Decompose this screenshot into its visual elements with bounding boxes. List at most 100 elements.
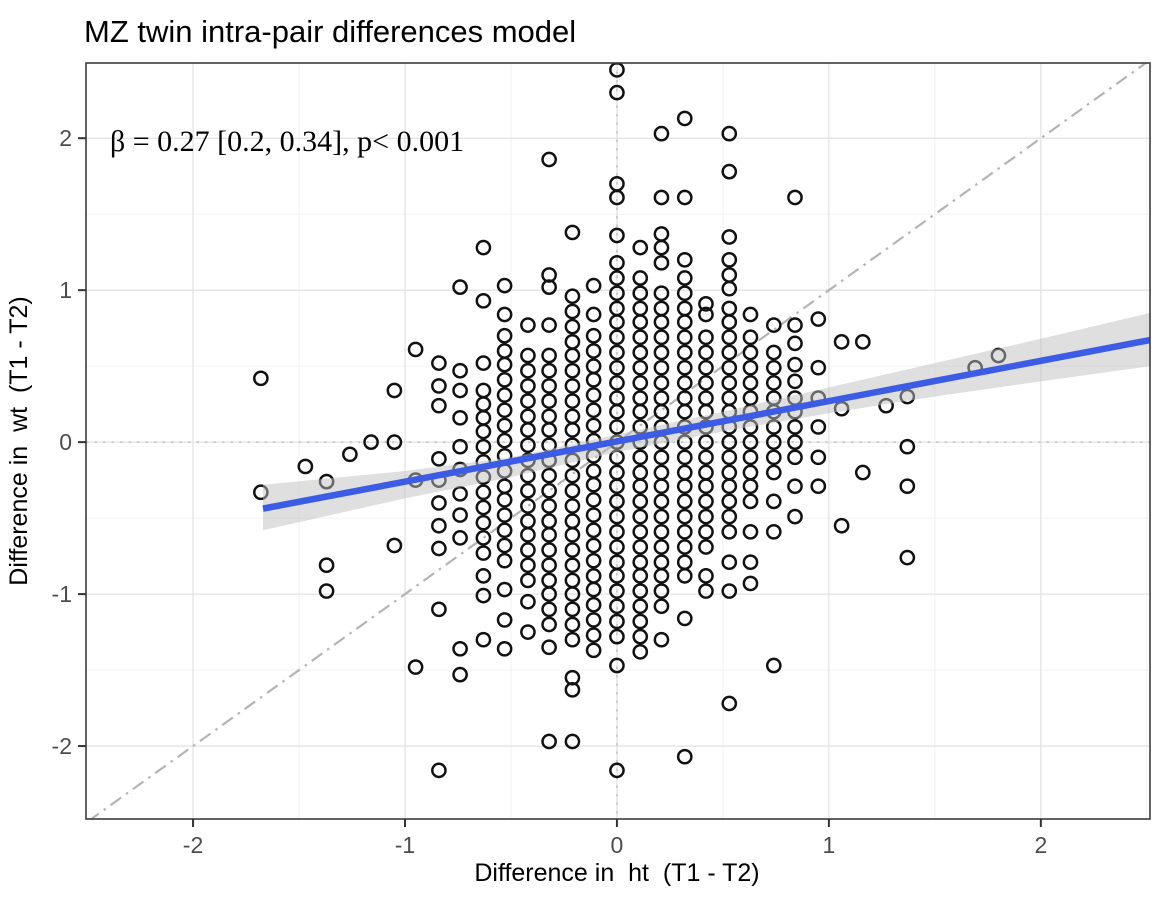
data-point — [541, 542, 557, 558]
data-point — [765, 657, 782, 674]
data-point — [564, 224, 581, 241]
data-point — [541, 467, 557, 484]
data-point — [386, 382, 403, 399]
data-point — [496, 552, 513, 569]
data-point — [585, 387, 602, 403]
y-tick-label: 2 — [59, 125, 72, 151]
data-point — [698, 539, 714, 555]
data-point — [609, 523, 625, 540]
data-point — [541, 393, 557, 409]
data-point — [564, 362, 581, 379]
data-point — [698, 296, 714, 312]
data-point — [541, 482, 557, 499]
data-point — [653, 523, 670, 540]
data-point — [765, 359, 782, 376]
data-point — [564, 733, 581, 750]
data-point — [810, 478, 827, 495]
data-point — [564, 482, 581, 499]
data-point — [765, 375, 782, 391]
data-point — [676, 359, 693, 376]
data-point — [541, 639, 557, 656]
data-point — [632, 523, 649, 540]
data-point — [698, 344, 714, 361]
data-point — [475, 514, 492, 531]
data-point — [475, 631, 492, 648]
data-point — [676, 189, 693, 206]
data-point — [452, 640, 468, 657]
data-point — [787, 373, 803, 390]
y-tick-label: -1 — [52, 581, 72, 607]
reference-lines-group — [86, 63, 1150, 819]
data-point — [585, 306, 602, 323]
data-point — [787, 478, 803, 495]
data-point — [452, 279, 468, 295]
data-point — [520, 572, 536, 589]
data-point — [676, 251, 693, 268]
x-tick-label: -1 — [395, 832, 415, 858]
data-point — [676, 508, 693, 525]
data-point — [564, 586, 581, 602]
data-point — [564, 557, 581, 574]
data-point — [585, 476, 602, 493]
data-point — [564, 422, 581, 438]
data-point — [520, 317, 536, 333]
data-point — [496, 417, 513, 434]
data-point — [452, 362, 468, 379]
data-point — [431, 540, 447, 557]
data-point — [520, 498, 536, 514]
data-point — [653, 375, 670, 391]
scatter-points-group — [253, 63, 1007, 779]
data-point — [541, 616, 557, 633]
data-point — [653, 493, 670, 510]
data-point — [541, 347, 557, 364]
data-point — [721, 359, 738, 376]
data-point — [698, 478, 714, 495]
data-point — [676, 568, 693, 584]
data-point — [585, 371, 602, 388]
data-point — [585, 522, 602, 539]
data-point — [496, 402, 513, 419]
data-point — [742, 434, 759, 450]
data-point — [407, 659, 424, 675]
data-point — [698, 375, 714, 391]
data-point — [632, 493, 649, 510]
data-point — [653, 359, 670, 376]
data-point — [564, 616, 581, 633]
data-point — [632, 539, 649, 555]
data-point — [609, 568, 625, 584]
data-point — [564, 498, 581, 514]
data-point — [854, 464, 871, 481]
data-point — [541, 733, 557, 750]
data-point — [698, 583, 714, 599]
data-point — [676, 610, 693, 627]
regression-smooth-group — [262, 312, 1150, 531]
data-point — [721, 280, 738, 297]
data-point — [475, 292, 492, 309]
data-point — [585, 612, 602, 628]
y-axis-title: Difference in wt (T1 - T2) — [5, 296, 33, 585]
data-point — [520, 557, 536, 574]
data-point — [721, 478, 738, 495]
data-point — [585, 492, 602, 508]
y-tick-label: -2 — [52, 733, 72, 759]
data-point — [676, 344, 693, 361]
data-point — [609, 227, 625, 244]
data-point — [742, 575, 759, 592]
x-tick-label: -2 — [183, 832, 203, 858]
data-point — [765, 344, 782, 361]
data-point — [653, 568, 670, 584]
data-point — [541, 526, 557, 543]
data-point — [698, 359, 714, 376]
data-point — [585, 417, 602, 434]
data-point — [609, 314, 625, 330]
chart-title: MZ twin intra-pair differences model — [84, 14, 576, 49]
data-point — [609, 613, 625, 630]
data-point — [496, 612, 513, 628]
data-point — [475, 423, 492, 440]
data-point — [698, 523, 714, 540]
data-point — [520, 378, 536, 394]
data-point — [742, 493, 759, 510]
data-point — [742, 449, 759, 466]
data-point — [564, 526, 581, 543]
